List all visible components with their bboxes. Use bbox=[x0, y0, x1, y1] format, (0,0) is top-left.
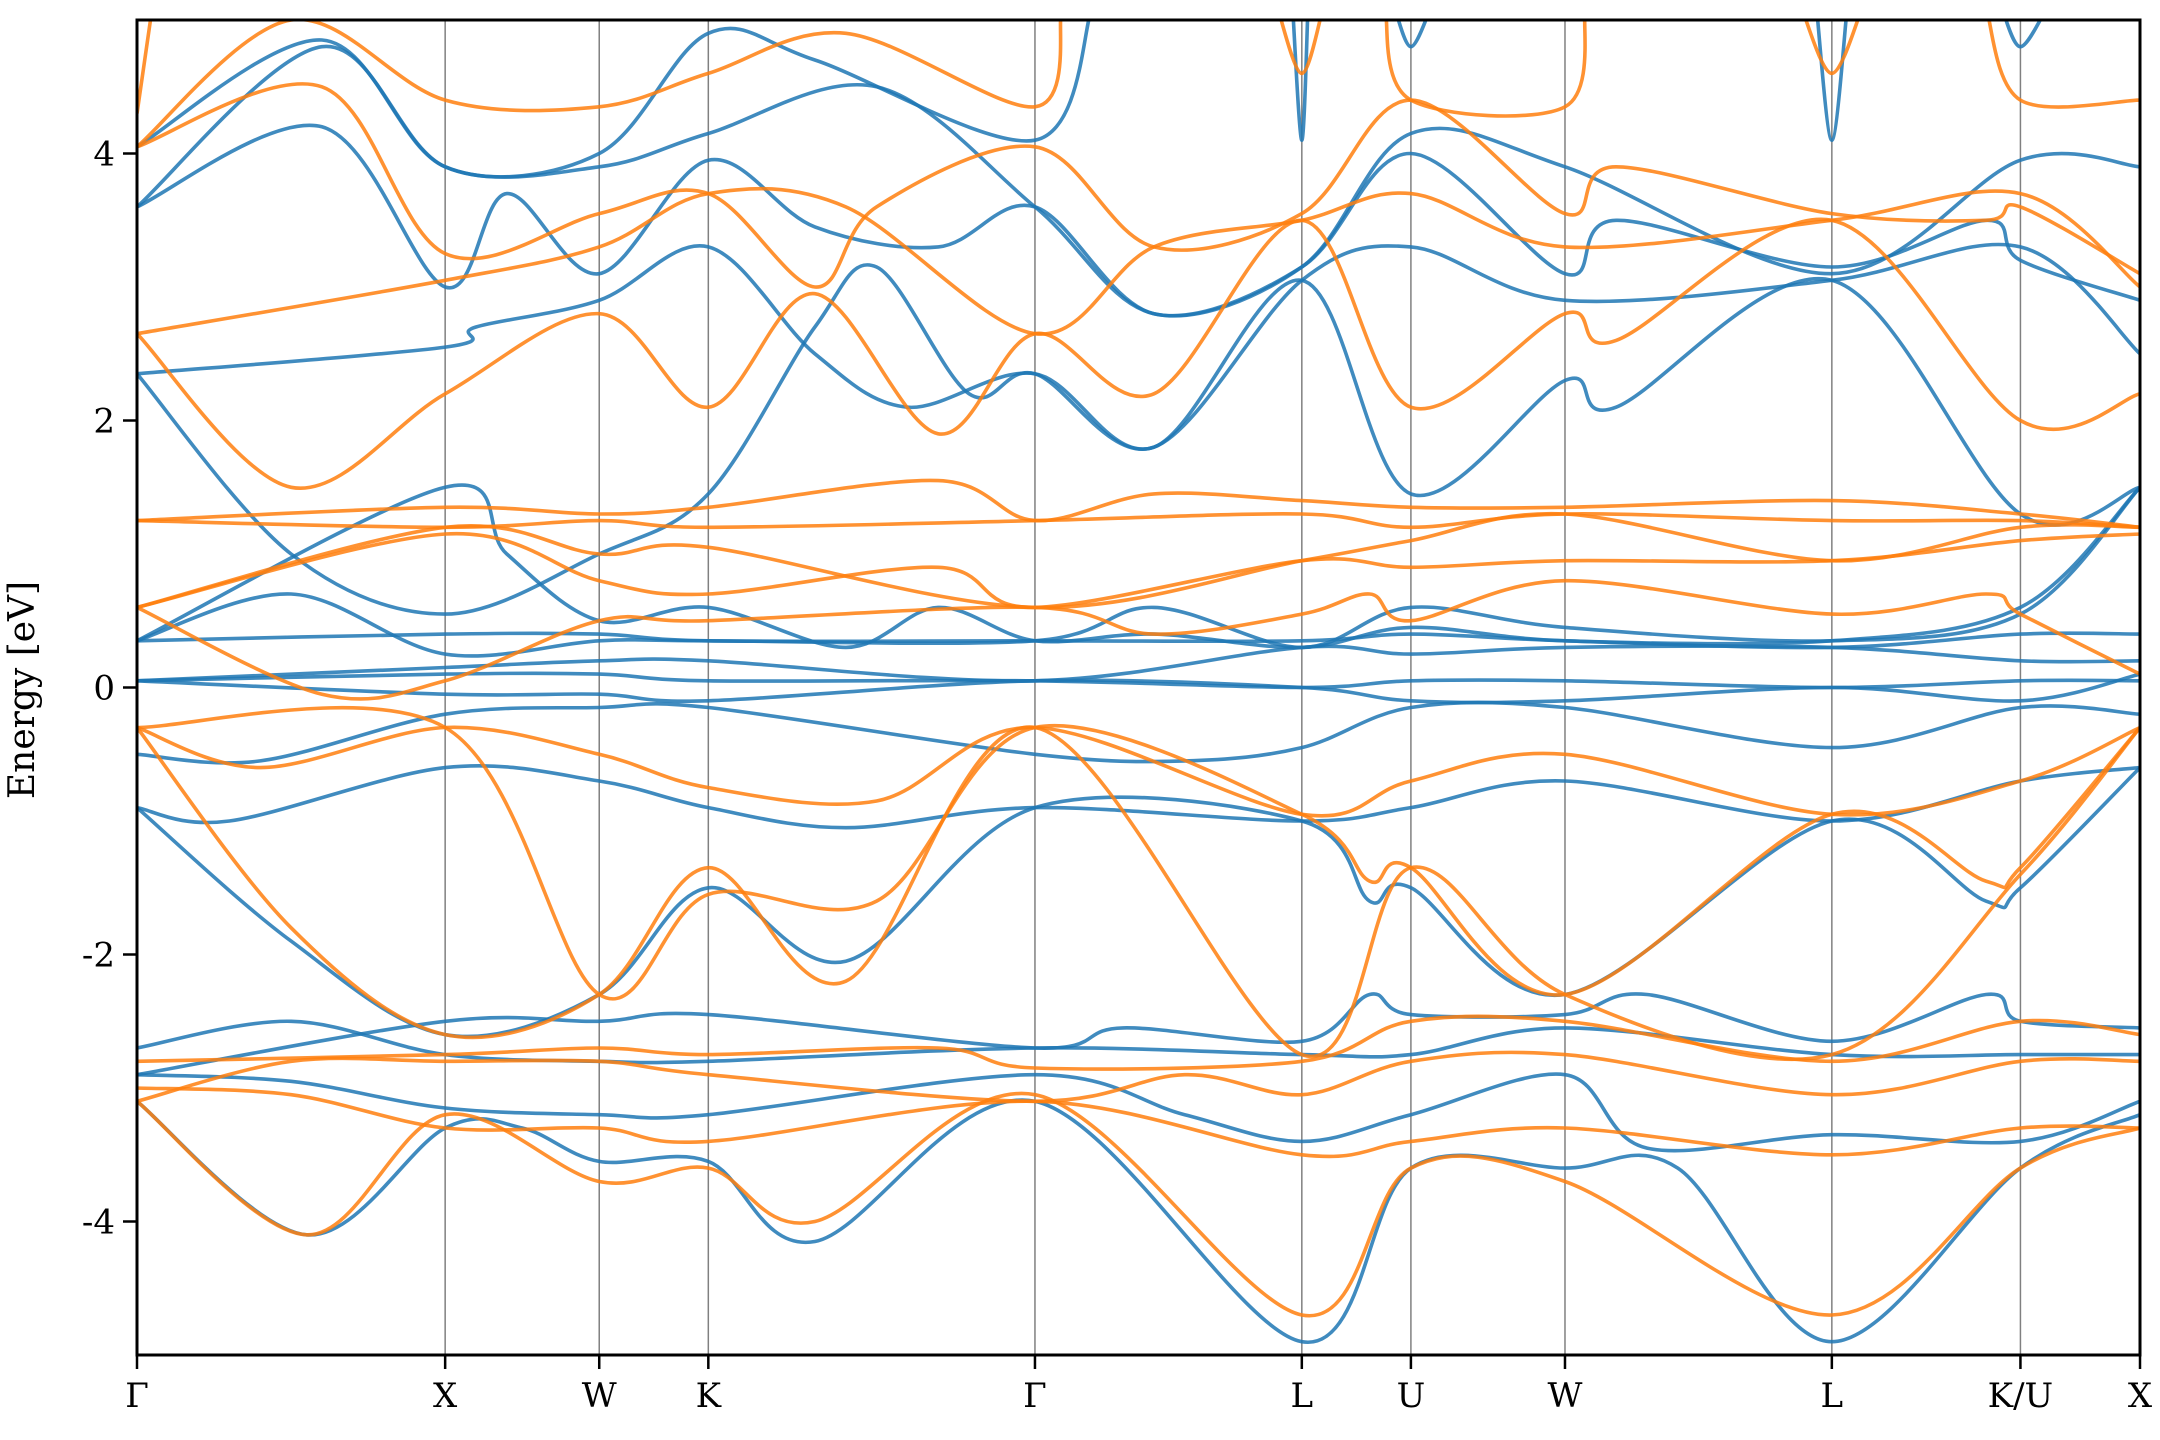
band-spin_1-17 bbox=[137, 20, 1091, 179]
band-spin_2-16 bbox=[137, 20, 153, 114]
x-tick-label: Γ bbox=[1023, 1376, 1047, 1416]
band-spin_1-20 bbox=[1815, 20, 1848, 142]
band-spin_2-14 bbox=[137, 82, 2140, 289]
bands-layer bbox=[137, 20, 2140, 1344]
band-spin_2-13 bbox=[137, 186, 2140, 336]
band-spin_2-19 bbox=[1804, 20, 1860, 76]
series-spin_1 bbox=[137, 20, 2140, 1344]
band-spin_2-4 bbox=[137, 725, 2140, 1062]
y-tick-label: 2 bbox=[93, 402, 115, 442]
x-tick-label: X bbox=[433, 1376, 458, 1416]
band-spin_1-1 bbox=[137, 1072, 2140, 1153]
band-spin_2-11 bbox=[137, 478, 2140, 530]
band-spin_1-19 bbox=[1396, 20, 1428, 49]
band-spin_2-10 bbox=[137, 512, 2140, 530]
band-spin_2-17 bbox=[1279, 20, 1322, 76]
band-spin_2-7 bbox=[137, 578, 2140, 701]
band-spin_1-4 bbox=[137, 766, 2140, 1039]
y-tick-label: 0 bbox=[93, 669, 115, 709]
band-spin_1-14 bbox=[137, 242, 2140, 451]
band-spin_2-2 bbox=[137, 1050, 2140, 1104]
x-tick-label: W bbox=[1548, 1376, 1583, 1416]
band-spin_2-15 bbox=[137, 20, 1063, 149]
band-spin_2-9 bbox=[137, 511, 2140, 610]
band-spin_1-18 bbox=[1291, 20, 1310, 142]
band-spin_1-21 bbox=[2004, 20, 2043, 49]
band-spin_2-1 bbox=[137, 1086, 2140, 1159]
x-tick-label: W bbox=[582, 1376, 617, 1416]
band-spin_2-20 bbox=[1987, 20, 2140, 109]
x-tick-label: L bbox=[1821, 1376, 1844, 1416]
x-tick-label: X bbox=[2128, 1376, 2153, 1416]
band-spin_2-3 bbox=[137, 1014, 2140, 1071]
y-tick-label: -2 bbox=[82, 936, 115, 976]
band-spin_2-6 bbox=[137, 705, 2140, 1001]
band-spin_1-15 bbox=[137, 123, 2140, 318]
x-tick-label: L bbox=[1291, 1376, 1314, 1416]
y-axis-title: Energy [eV] bbox=[2, 581, 43, 799]
x-tick-label: U bbox=[1397, 1376, 1426, 1416]
band-spin_1-3 bbox=[137, 992, 2140, 1077]
band-spin_2-0 bbox=[137, 1091, 2140, 1318]
band-spin_1-8 bbox=[137, 671, 2140, 690]
x-tick-label: K/U bbox=[1988, 1376, 2054, 1416]
x-axis-ticks: Γ X W K Γ L U W L K/U X bbox=[125, 1355, 2153, 1416]
band-spin_2-5 bbox=[137, 725, 2140, 818]
band-spin_1-5 bbox=[137, 764, 2140, 830]
band-spin_2-18 bbox=[1384, 20, 1587, 118]
series-spin_2 bbox=[137, 20, 2140, 1318]
y-axis-ticks: -4 -2 0 2 4 bbox=[82, 135, 137, 1243]
x-tick-label: K bbox=[696, 1376, 722, 1416]
band-spin_1-13 bbox=[137, 263, 2140, 616]
y-tick-label: -4 bbox=[82, 1203, 115, 1243]
band-spin_1-0 bbox=[137, 1098, 2140, 1344]
x-tick-label: Γ bbox=[125, 1376, 149, 1416]
band-spin_1-12 bbox=[137, 483, 2140, 650]
band-spin_1-11 bbox=[137, 486, 2140, 658]
band-spin_1-6 bbox=[137, 700, 2140, 765]
y-tick-label: 4 bbox=[93, 135, 115, 175]
band-spin_2-12 bbox=[137, 217, 2140, 491]
